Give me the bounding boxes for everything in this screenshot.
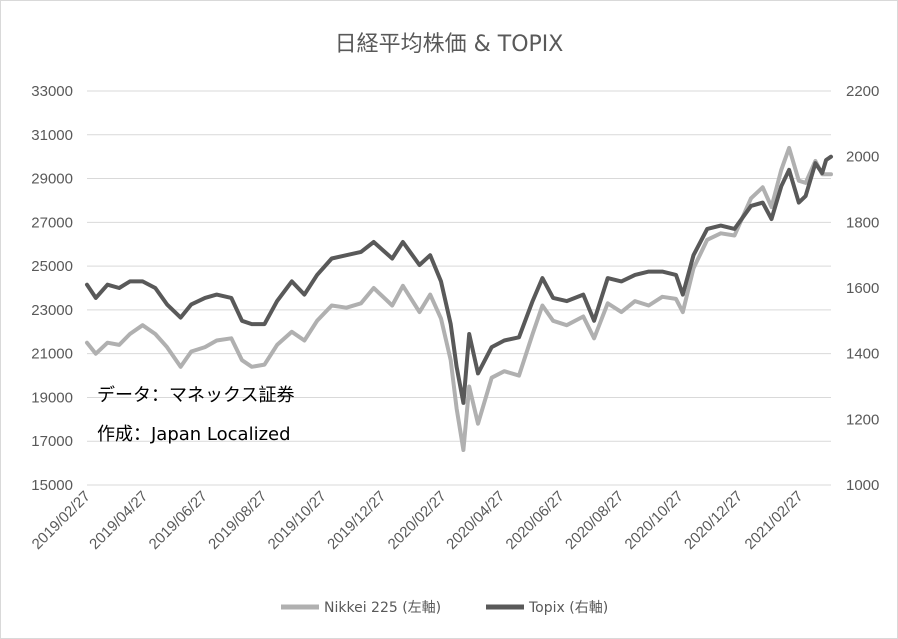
right-tick-label: 1400 bbox=[846, 346, 879, 363]
x-tick-label: 2019/06/27 bbox=[146, 488, 211, 553]
right-tick-label: 2000 bbox=[846, 149, 879, 166]
series-layer bbox=[85, 145, 833, 452]
x-tick-label: 2020/12/27 bbox=[681, 488, 746, 553]
right-axis: 2200 2000 1800 1600 1400 1200 1000 bbox=[846, 83, 879, 494]
chart-title: 日経平均株価 & TOPIX bbox=[335, 32, 564, 57]
x-tick-label: 2019/08/27 bbox=[205, 488, 270, 553]
left-tick-label: 25000 bbox=[31, 258, 73, 275]
x-tick-label: 2021/02/27 bbox=[742, 488, 807, 553]
left-tick-label: 17000 bbox=[31, 433, 73, 450]
left-tick-label: 23000 bbox=[31, 302, 73, 319]
x-tick-label: 2019/10/27 bbox=[265, 488, 330, 553]
left-tick-label: 33000 bbox=[31, 83, 73, 100]
right-tick-label: 1600 bbox=[846, 280, 879, 297]
gridlines bbox=[87, 90, 831, 486]
x-tick-label: 2020/02/27 bbox=[385, 488, 450, 553]
right-tick-label: 1000 bbox=[846, 477, 879, 494]
x-tick-label: 2020/06/27 bbox=[503, 488, 568, 553]
left-axis: 33000 31000 29000 27000 25000 23000 21000 19000… bbox=[31, 83, 73, 494]
x-tick-label: 2020/04/27 bbox=[443, 488, 508, 553]
x-tick-label: 2019/12/27 bbox=[324, 488, 389, 553]
right-tick-label: 2200 bbox=[846, 83, 879, 100]
left-tick-label: 15000 bbox=[31, 477, 73, 494]
annotation-author: 作成：Japan Localized bbox=[97, 424, 291, 445]
left-tick-label: 29000 bbox=[31, 171, 73, 188]
series-line-topix bbox=[85, 154, 833, 405]
x-axis: 2019/02/272019/04/272019/06/272019/08/27… bbox=[29, 488, 807, 553]
x-tick-label: 2019/02/27 bbox=[29, 488, 94, 553]
legend: Nikkei 225 (左軸) Topix (右軸) bbox=[281, 600, 608, 616]
left-tick-label: 27000 bbox=[31, 214, 73, 231]
x-tick-label: 2019/04/27 bbox=[86, 488, 151, 553]
legend-label-nikkei: Nikkei 225 (左軸) bbox=[324, 600, 441, 616]
x-tick-label: 2020/08/27 bbox=[562, 488, 627, 553]
left-tick-label: 19000 bbox=[31, 389, 73, 406]
right-tick-label: 1800 bbox=[846, 214, 879, 231]
x-tick-label: 2020/10/27 bbox=[622, 488, 687, 553]
legend-label-topix: Topix (右軸) bbox=[528, 600, 608, 616]
left-tick-label: 21000 bbox=[31, 346, 73, 363]
right-tick-label: 1200 bbox=[846, 411, 879, 428]
annotation-data-source: データ：マネックス証券 bbox=[97, 385, 294, 406]
left-tick-label: 31000 bbox=[31, 127, 73, 144]
